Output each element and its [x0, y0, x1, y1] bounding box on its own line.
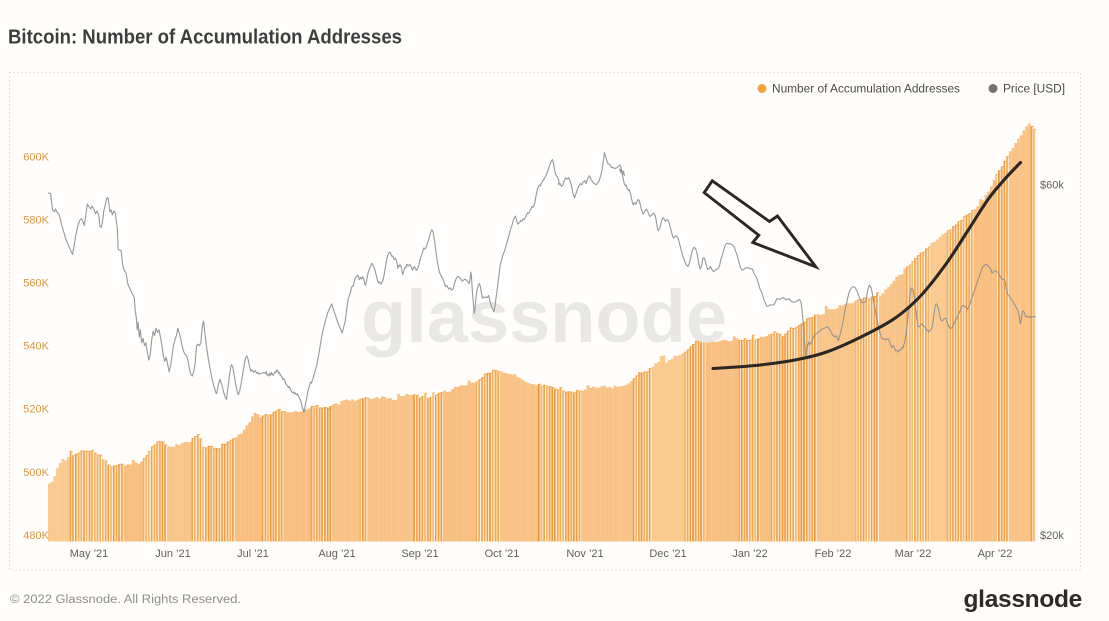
svg-text:480K: 480K: [23, 530, 49, 542]
svg-text:Nov ’21: Nov ’21: [566, 548, 603, 560]
svg-text:$20k: $20k: [1040, 530, 1064, 542]
svg-text:Aug ’21: Aug ’21: [318, 548, 355, 560]
svg-text:Price [USD]: Price [USD]: [1003, 84, 1065, 96]
svg-text:Jan ’22: Jan ’22: [732, 548, 767, 560]
svg-text:600K: 600K: [23, 152, 49, 164]
svg-text:© 2022 Glassnode. All Rights R: © 2022 Glassnode. All Rights Reserved.: [10, 594, 241, 606]
svg-text:560K: 560K: [23, 278, 49, 290]
svg-text:580K: 580K: [23, 215, 49, 227]
svg-text:Jun ’21: Jun ’21: [155, 548, 190, 560]
svg-text:Apr ’22: Apr ’22: [978, 548, 1013, 560]
svg-text:520K: 520K: [23, 404, 49, 416]
svg-text:540K: 540K: [23, 341, 49, 353]
svg-text:Feb ’22: Feb ’22: [815, 548, 852, 560]
svg-text:glassnode: glassnode: [964, 586, 1082, 613]
svg-text:Oct ’21: Oct ’21: [485, 548, 520, 560]
svg-text:Dec ’21: Dec ’21: [649, 548, 686, 560]
svg-text:$60k: $60k: [1040, 179, 1064, 191]
svg-text:Bitcoin: Number of Accumulatio: Bitcoin: Number of Accumulation Addresse…: [8, 26, 402, 49]
svg-text:glassnode: glassnode: [361, 275, 727, 358]
svg-text:Jul ’21: Jul ’21: [237, 548, 269, 560]
svg-text:Sep ’21: Sep ’21: [401, 548, 438, 560]
svg-text:Number of Accumulation Address: Number of Accumulation Addresses: [772, 84, 960, 96]
svg-text:Mar ’22: Mar ’22: [895, 548, 932, 560]
svg-text:May ’21: May ’21: [70, 548, 109, 560]
svg-text:500K: 500K: [23, 467, 49, 479]
